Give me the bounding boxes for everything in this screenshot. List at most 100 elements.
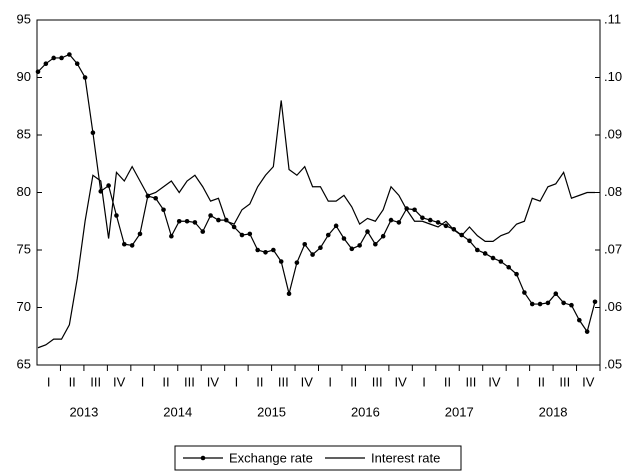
year-label: 2015 bbox=[257, 404, 286, 419]
series-marker bbox=[208, 213, 213, 218]
year-label: 2018 bbox=[539, 404, 568, 419]
series-marker bbox=[569, 302, 574, 308]
series-marker bbox=[169, 233, 174, 239]
y-tick-label: 85 bbox=[17, 126, 31, 141]
series-marker bbox=[506, 264, 512, 270]
series-marker bbox=[255, 247, 260, 253]
series-marker bbox=[577, 317, 582, 323]
series-marker bbox=[341, 236, 347, 241]
series-marker bbox=[349, 246, 355, 252]
x-tick-label: III bbox=[278, 374, 289, 389]
series-marker bbox=[192, 220, 198, 225]
y2-tick-label: .05 bbox=[604, 356, 622, 371]
series-marker bbox=[74, 61, 80, 66]
series-marker bbox=[490, 255, 496, 261]
y2-tick-label: .07 bbox=[604, 241, 622, 256]
series-marker bbox=[200, 229, 206, 234]
x-tick-label: IV bbox=[301, 374, 314, 389]
y-tick-label: 80 bbox=[17, 184, 31, 199]
series-marker bbox=[396, 220, 402, 225]
series-marker bbox=[561, 300, 566, 306]
series-marker bbox=[373, 241, 378, 247]
series-marker bbox=[137, 231, 143, 237]
x-tick-label: II bbox=[350, 374, 357, 389]
year-label: 2017 bbox=[445, 404, 474, 419]
y2-tick-label: .09 bbox=[604, 126, 622, 141]
year-label: 2013 bbox=[69, 404, 98, 419]
series-marker bbox=[271, 247, 276, 253]
y-tick-label: 75 bbox=[17, 241, 31, 256]
x-tick-label: II bbox=[162, 374, 169, 389]
series-marker bbox=[51, 55, 56, 61]
series-marker bbox=[325, 232, 331, 238]
series-marker bbox=[184, 218, 190, 224]
series-marker bbox=[553, 291, 559, 297]
x-tick-label: III bbox=[372, 374, 383, 389]
series-marker bbox=[129, 243, 135, 248]
legend-label: Exchange rate bbox=[229, 450, 313, 465]
plot-frame bbox=[36, 19, 601, 366]
legend-marker bbox=[200, 455, 206, 461]
series-marker bbox=[498, 259, 504, 264]
series-marker bbox=[467, 238, 472, 244]
y2-tick-label: .11 bbox=[604, 11, 621, 26]
y2-tick-label: .08 bbox=[604, 184, 622, 199]
y-tick-label: 95 bbox=[17, 11, 31, 26]
x-tick-label: II bbox=[538, 374, 545, 389]
x-tick-label: IV bbox=[582, 374, 595, 389]
x-tick-label: III bbox=[90, 374, 101, 389]
x-tick-label: IV bbox=[113, 374, 126, 389]
series-marker bbox=[286, 291, 292, 297]
series-marker bbox=[365, 229, 370, 234]
x-tick-label: II bbox=[444, 374, 451, 389]
series-marker bbox=[59, 55, 64, 61]
series-marker bbox=[121, 241, 127, 247]
series-marker bbox=[514, 271, 519, 277]
series-marker bbox=[114, 213, 119, 218]
y-tick-label: 65 bbox=[17, 356, 31, 371]
series-marker bbox=[239, 232, 245, 238]
x-tick-label: I bbox=[422, 374, 426, 389]
series-marker bbox=[333, 223, 339, 229]
series-line bbox=[37, 53, 596, 334]
x-tick-label: I bbox=[328, 374, 332, 389]
series-marker bbox=[482, 251, 488, 256]
series-marker bbox=[161, 207, 166, 213]
series-marker bbox=[176, 218, 182, 224]
y-tick-label: 90 bbox=[17, 69, 31, 84]
series-marker bbox=[584, 329, 590, 334]
series-marker bbox=[231, 224, 237, 230]
x-tick-label: III bbox=[466, 374, 477, 389]
series-marker bbox=[216, 217, 221, 223]
series-marker bbox=[153, 195, 158, 201]
y2-tick-label: .06 bbox=[604, 299, 622, 314]
x-tick-label: IV bbox=[394, 374, 407, 389]
series-marker bbox=[443, 223, 449, 229]
series-marker bbox=[278, 259, 284, 264]
series-marker bbox=[427, 217, 433, 223]
series-marker bbox=[420, 215, 425, 221]
series-marker bbox=[412, 207, 417, 213]
series-marker bbox=[263, 250, 268, 255]
x-tick-label: III bbox=[559, 374, 570, 389]
series-marker bbox=[357, 243, 362, 248]
series-marker bbox=[592, 299, 598, 305]
x-tick-label: I bbox=[141, 374, 145, 389]
x-tick-label: IV bbox=[207, 374, 220, 389]
series-marker bbox=[318, 245, 323, 250]
series-marker bbox=[435, 220, 441, 225]
series-marker bbox=[82, 75, 88, 80]
series-marker bbox=[388, 217, 394, 223]
year-label: 2014 bbox=[163, 404, 192, 419]
x-tick-label: I bbox=[516, 374, 520, 389]
series-marker bbox=[67, 52, 72, 57]
series-marker bbox=[522, 290, 527, 295]
y2-tick-label: .10 bbox=[604, 69, 622, 84]
x-tick-label: II bbox=[69, 374, 76, 389]
x-tick-label: I bbox=[47, 374, 51, 389]
series-marker bbox=[302, 241, 308, 247]
series-marker bbox=[90, 130, 96, 135]
x-tick-label: III bbox=[184, 374, 195, 389]
series-marker bbox=[43, 61, 49, 66]
